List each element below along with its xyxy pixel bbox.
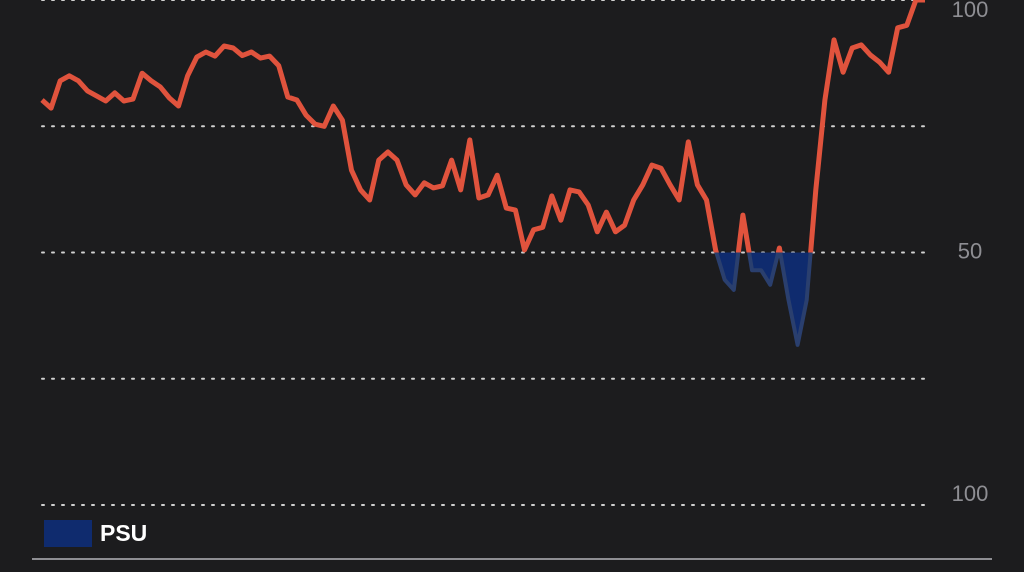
y-tick-label: 100 bbox=[952, 0, 989, 22]
y-tick-label: 50 bbox=[958, 238, 982, 263]
legend-swatch bbox=[44, 520, 92, 547]
line-below bbox=[714, 252, 813, 347]
y-tick-label: 100 bbox=[952, 481, 989, 506]
legend-label: PSU bbox=[100, 520, 147, 546]
line-above bbox=[40, 0, 925, 253]
